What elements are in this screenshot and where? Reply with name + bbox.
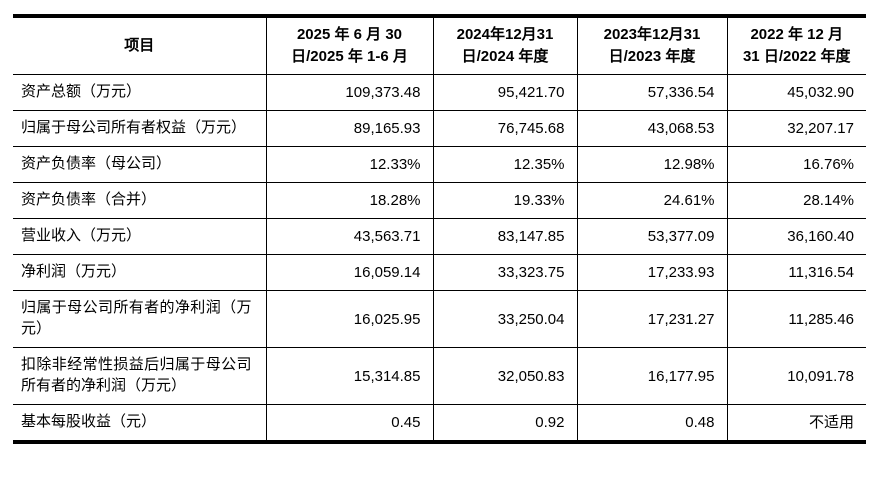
value-cell: 17,231.27 bbox=[576, 290, 727, 348]
row-label: 资产负债率（母公司） bbox=[13, 146, 266, 183]
value-cell: 89,165.93 bbox=[265, 110, 433, 147]
row-label: 基本每股收益（元） bbox=[21, 414, 157, 430]
value-cell: 12.33% bbox=[265, 146, 433, 183]
value-cell: 10,091.78 bbox=[726, 347, 866, 405]
row-label: 净利润（万元） bbox=[13, 254, 266, 291]
value-cell: 43,068.53 bbox=[576, 110, 727, 147]
value-cell: 18.28% bbox=[265, 182, 433, 219]
value-cell: 57,336.54 bbox=[576, 74, 727, 111]
value-cell: 16,177.95 bbox=[576, 347, 727, 405]
header-row: 项目 2025 年 6 月 30 日/2025 年 1-6 月 2024年12月… bbox=[13, 16, 866, 75]
value-cell: 33,323.75 bbox=[432, 254, 577, 291]
value-cell: 109,373.48 bbox=[265, 74, 433, 111]
row-label: 归属于母公司所有者的净利润（万元） bbox=[13, 290, 266, 348]
value-cell: 16,025.95 bbox=[265, 290, 433, 348]
value-cell: 0.45 bbox=[265, 404, 433, 442]
header-cell-2022: 2022 年 12 月 31 日/2022 年度 bbox=[726, 16, 866, 75]
table-row-total-assets: 资产总额（万元） 109,373.48 95,421.70 57,336.54 … bbox=[13, 74, 866, 111]
value-cell: 28.14% bbox=[726, 182, 866, 219]
value-cell: 不适用 bbox=[726, 404, 866, 442]
table-row-operating-revenue: 营业收入（万元） 43,563.71 83,147.85 53,377.09 3… bbox=[13, 218, 866, 255]
value-cell: 11,316.54 bbox=[726, 254, 866, 291]
header-cell-2025: 2025 年 6 月 30 日/2025 年 1-6 月 bbox=[265, 16, 433, 75]
value-cell: 17,233.93 bbox=[576, 254, 727, 291]
value-cell: 36,160.40 bbox=[726, 218, 866, 255]
value-cell: 16,059.14 bbox=[265, 254, 433, 291]
financial-summary-table: 项目 2025 年 6 月 30 日/2025 年 1-6 月 2024年12月… bbox=[13, 14, 866, 444]
value-cell: 19.33% bbox=[432, 182, 577, 219]
value-cell: 32,050.83 bbox=[432, 347, 577, 405]
table-row-debt-ratio-parent: 资产负债率（母公司） 12.33% 12.35% 12.98% 16.76% bbox=[13, 146, 866, 183]
financial-summary-table-container: 项目 2025 年 6 月 30 日/2025 年 1-6 月 2024年12月… bbox=[13, 14, 866, 444]
value-cell: 95,421.70 bbox=[432, 74, 577, 111]
value-cell: 33,250.04 bbox=[432, 290, 577, 348]
row-label: 扣除非经常性损益后归属于母公司所有者的净利润（万元） bbox=[13, 347, 266, 405]
row-label: 资产总额（万元） bbox=[13, 74, 266, 111]
value-cell: 12.98% bbox=[576, 146, 727, 183]
value-cell: 83,147.85 bbox=[432, 218, 577, 255]
value-cell: 0.48 bbox=[576, 404, 727, 442]
row-label: 资产负债率（合并） bbox=[13, 182, 266, 219]
row-label: 营业收入（万元） bbox=[13, 218, 266, 255]
value-cell: 53,377.09 bbox=[576, 218, 727, 255]
table-row-basic-eps: 基本每股收益（元） 0.45 0.92 0.48 不适用 bbox=[13, 404, 866, 442]
value-cell: 12.35% bbox=[432, 146, 577, 183]
value-cell: 45,032.90 bbox=[726, 74, 866, 111]
header-cell-2023: 2023年12月31 日/2023 年度 bbox=[576, 16, 727, 75]
value-cell: 15,314.85 bbox=[265, 347, 433, 405]
table-row-net-profit-excl-nonrecurring: 扣除非经常性损益后归属于母公司所有者的净利润（万元） 15,314.85 32,… bbox=[13, 347, 866, 405]
value-cell: 24.61% bbox=[576, 182, 727, 219]
value-cell: 32,207.17 bbox=[726, 110, 866, 147]
table-row-debt-ratio-consolidated: 资产负债率（合并） 18.28% 19.33% 24.61% 28.14% bbox=[13, 182, 866, 219]
value-cell: 16.76% bbox=[726, 146, 866, 183]
value-cell: 76,745.68 bbox=[432, 110, 577, 147]
header-cell-item: 项目 bbox=[13, 16, 266, 75]
value-cell: 11,285.46 bbox=[726, 290, 866, 348]
table-row-net-profit-parent: 归属于母公司所有者的净利润（万元） 16,025.95 33,250.04 17… bbox=[13, 290, 866, 348]
value-cell: 0.92 bbox=[432, 404, 577, 442]
table-row-parent-equity: 归属于母公司所有者权益（万元） 89,165.93 76,745.68 43,0… bbox=[13, 110, 866, 147]
table-row-net-profit: 净利润（万元） 16,059.14 33,323.75 17,233.93 11… bbox=[13, 254, 866, 291]
value-cell: 43,563.71 bbox=[265, 218, 433, 255]
header-cell-2024: 2024年12月31 日/2024 年度 bbox=[432, 16, 577, 75]
row-label: 归属于母公司所有者权益（万元） bbox=[13, 110, 266, 147]
